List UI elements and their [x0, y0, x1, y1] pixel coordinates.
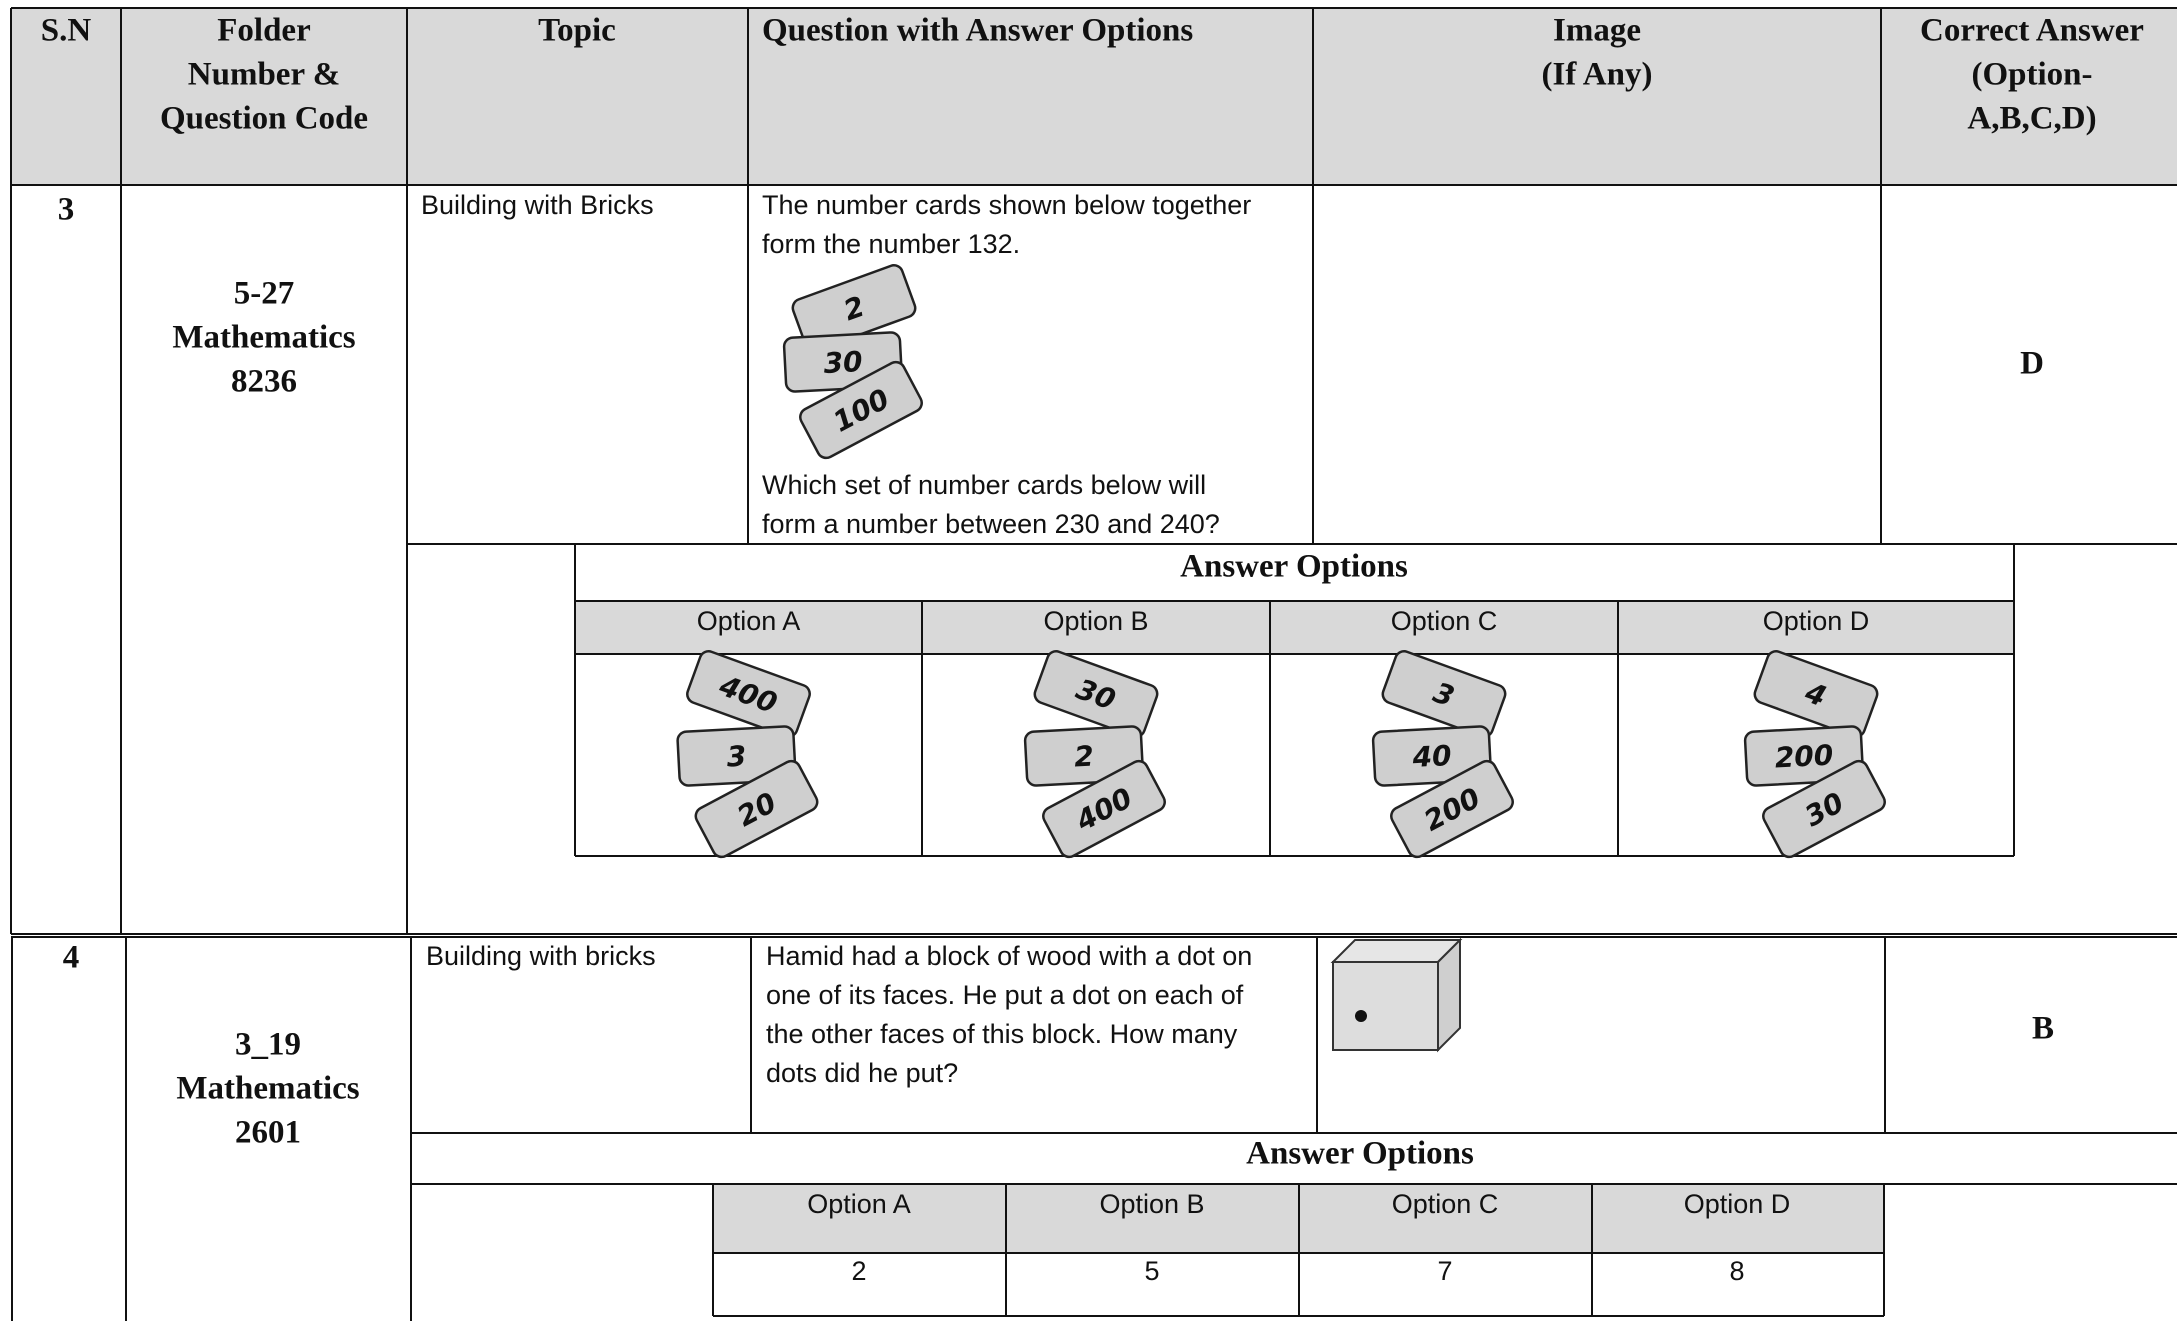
number-card: 100 [799, 360, 923, 460]
number-card: 3 [676, 725, 797, 787]
number-card: 30 [1033, 650, 1159, 738]
question-text: Which set of number cards below will [762, 470, 1206, 500]
options-title: Answer Options [1180, 549, 1408, 585]
header-text: Correct Answer [1920, 13, 2144, 49]
question-code: 8236 [231, 364, 297, 400]
number-card: 4 [1753, 650, 1879, 738]
number-card: 400 [1042, 759, 1166, 859]
card-shape [694, 759, 819, 859]
card-number: 40 [1411, 739, 1453, 774]
option-label: Option B [1099, 1189, 1204, 1219]
card-number: 2 [1073, 740, 1094, 774]
number-card: 200 [1390, 759, 1514, 859]
option-label: Option B [1043, 606, 1148, 636]
options-title: Answer Options [1246, 1136, 1474, 1172]
card-shape [1762, 759, 1886, 859]
question-code: 5-27 [234, 276, 295, 312]
question-code: Mathematics [172, 320, 355, 356]
card-shape [1390, 759, 1514, 859]
question-text: the other faces of this block. How many [766, 1019, 1238, 1049]
header-text: Question Code [160, 101, 368, 137]
number-card: 2 [791, 264, 917, 352]
sn: 3 [58, 192, 75, 228]
question-text: dots did he put? [766, 1058, 958, 1088]
sn: 4 [63, 940, 80, 976]
card-shape [1753, 650, 1879, 738]
card-number: 3 [726, 740, 747, 774]
option-label: Option D [1763, 606, 1870, 636]
number-card: 20 [694, 759, 819, 859]
header-text: Folder [217, 13, 310, 49]
option-value: 5 [1144, 1256, 1159, 1286]
header-text: (If Any) [1542, 57, 1653, 93]
option-label: Option A [697, 606, 801, 636]
card-number: 200 [1774, 738, 1834, 774]
correct-answer: D [2020, 346, 2044, 382]
question-code: 3_19 [235, 1027, 301, 1063]
card-shape [1033, 650, 1159, 738]
question-text: Hamid had a block of wood with a dot on [766, 941, 1252, 971]
question-text: form the number 132. [762, 229, 1020, 259]
number-card: 200 [1743, 725, 1865, 787]
header-text: (Option- [1971, 57, 2092, 93]
question-text: form a number between 230 and 240? [762, 509, 1220, 539]
number-card: 40 [1371, 725, 1493, 787]
card-shape [1042, 759, 1166, 859]
header-text: S.N [41, 13, 92, 49]
cell-bg [11, 8, 2177, 185]
correct-answer: B [2032, 1011, 2054, 1047]
cell-bg [575, 601, 2014, 654]
header-text: Number & [188, 57, 340, 93]
option-value: 2 [851, 1256, 866, 1286]
header-text: Image [1553, 13, 1641, 49]
header-text: A,B,C,D) [1967, 101, 2096, 137]
option-value: 8 [1729, 1256, 1744, 1286]
number-card: 3 [1381, 650, 1507, 738]
question-code: 2601 [235, 1115, 301, 1151]
cube-image [1330, 937, 1463, 1053]
card-number: 30 [823, 345, 864, 380]
card-shape [1381, 650, 1507, 738]
number-card: 2 [1023, 725, 1145, 787]
card-shape [1023, 725, 1145, 787]
topic: Building with bricks [426, 941, 656, 971]
card-shape [686, 650, 811, 738]
question-code: Mathematics [176, 1071, 359, 1107]
question-text: one of its faces. He put a dot on each o… [766, 980, 1244, 1010]
number-card: 30 [1762, 759, 1886, 859]
card-shape [1371, 725, 1493, 787]
topic: Building with Bricks [421, 190, 654, 220]
option-label: Option D [1684, 1189, 1791, 1219]
card-shape [799, 360, 923, 460]
card-shape [676, 725, 797, 787]
question-text: The number cards shown below together [762, 190, 1251, 220]
option-label: Option A [807, 1189, 911, 1219]
card-shape [1743, 725, 1865, 787]
option-label: Option C [1392, 1189, 1499, 1219]
option-value: 7 [1437, 1256, 1452, 1286]
header-text: Topic [538, 13, 616, 49]
option-label: Option C [1391, 606, 1498, 636]
number-card: 400 [686, 650, 811, 738]
header-text: Question with Answer Options [762, 13, 1193, 49]
